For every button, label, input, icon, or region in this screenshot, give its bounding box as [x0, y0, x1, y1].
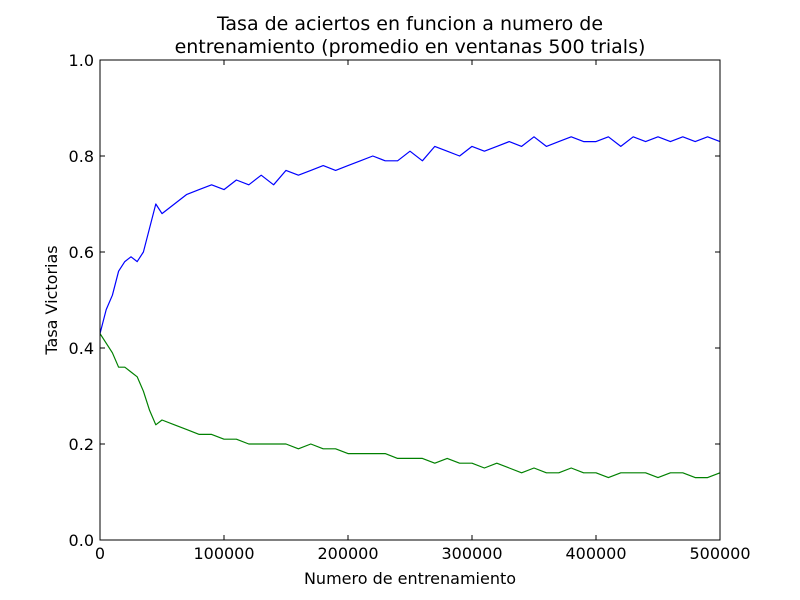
- series-line-2: [99, 333, 721, 479]
- y-tick-label: 0.8: [69, 147, 94, 166]
- x-tick-label: 400000: [565, 544, 626, 563]
- y-tick-label: 0.4: [69, 339, 94, 358]
- plot-frame: [99, 59, 721, 541]
- tick-layer: 0 100000 200000 300000 400000 500000 0.0 0.2 0.4…: [69, 51, 751, 563]
- x-tick-label: 200000: [317, 544, 378, 563]
- chart-title-line-1: Tasa de aciertos en funcion a numero de: [216, 13, 603, 35]
- x-tick-label: 0: [95, 544, 105, 563]
- x-tick-label: 500000: [689, 544, 750, 563]
- x-axis-label: Numero de entrenamiento: [304, 569, 516, 588]
- series-line-1: [99, 136, 721, 334]
- y-tick-label: 0.6: [69, 243, 94, 262]
- y-tick-label: 0.2: [69, 435, 94, 454]
- x-tick-label: 300000: [441, 544, 502, 563]
- y-tick-label: 1.0: [69, 51, 94, 70]
- y-axis-label: Tasa Victorias: [42, 245, 61, 355]
- series-layer: [99, 136, 721, 479]
- chart-title-line-2: entrenamiento (promedio en ventanas 500 …: [175, 36, 646, 58]
- x-tick-label: 100000: [193, 544, 254, 563]
- y-tick-label: 0.0: [69, 531, 94, 550]
